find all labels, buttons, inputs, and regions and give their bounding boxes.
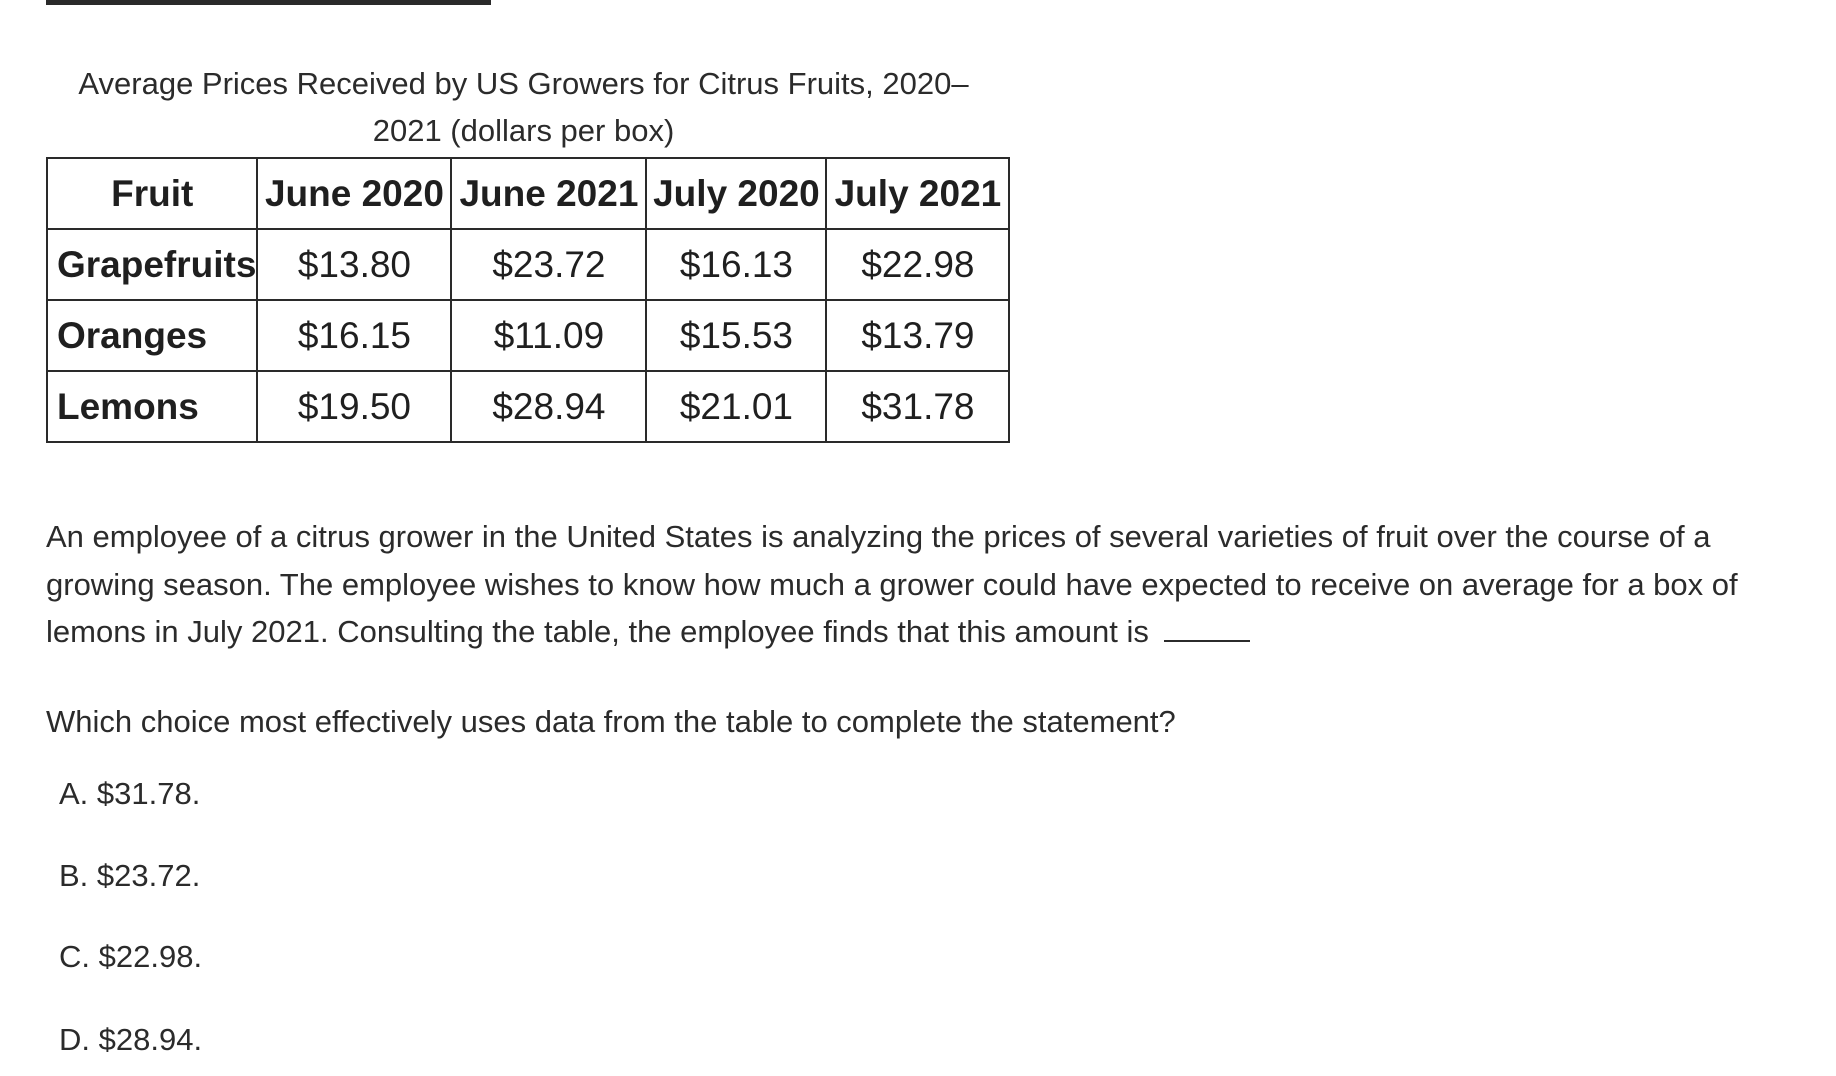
table-row: Grapefruits $13.80 $23.72 $16.13 $22.98 xyxy=(45,228,1011,301)
choice-letter: C. xyxy=(59,939,90,974)
column-header-july-2020: July 2020 xyxy=(645,157,828,230)
table-cell: $11.09 xyxy=(450,299,648,372)
answer-choice-b[interactable]: B. $23.72. xyxy=(59,854,200,898)
row-label-oranges: Oranges xyxy=(45,299,259,372)
table-caption: Average Prices Received by US Growers fo… xyxy=(46,60,1001,154)
table-cell: $15.53 xyxy=(645,299,828,372)
table-cell: $28.94 xyxy=(450,370,648,443)
top-divider xyxy=(46,0,491,5)
column-header-june-2021: June 2021 xyxy=(450,157,648,230)
table-row: Lemons $19.50 $28.94 $21.01 $31.78 xyxy=(45,370,1011,443)
table-header-row: Fruit June 2020 June 2021 July 2020 July… xyxy=(45,157,1011,230)
table-cell: $21.01 xyxy=(645,370,828,443)
answer-choice-c[interactable]: C. $22.98. xyxy=(59,935,202,979)
citrus-price-table: Fruit June 2020 June 2021 July 2020 July… xyxy=(45,157,1011,443)
choice-text: $28.94. xyxy=(98,1022,203,1057)
choice-text: $31.78. xyxy=(96,776,201,811)
row-label-grapefruits: Grapefruits xyxy=(45,228,259,301)
column-header-june-2020: June 2020 xyxy=(256,157,453,230)
row-label-lemons: Lemons xyxy=(45,370,259,443)
choice-letter: A. xyxy=(59,776,89,811)
table-cell: $16.13 xyxy=(645,228,828,301)
column-header-fruit: Fruit xyxy=(45,157,259,230)
table-cell: $13.80 xyxy=(256,228,453,301)
answer-blank xyxy=(1163,616,1250,642)
passage-body: An employee of a citrus grower in the Un… xyxy=(46,519,1738,649)
choice-text: $22.98. xyxy=(98,939,203,974)
answer-choice-d[interactable]: D. $28.94. xyxy=(59,1018,202,1062)
table-cell: $31.78 xyxy=(825,370,1011,443)
table-cell: $22.98 xyxy=(825,228,1011,301)
column-header-july-2021: July 2021 xyxy=(825,157,1011,230)
answer-choice-a[interactable]: A. $31.78. xyxy=(59,772,200,816)
table-row: Oranges $16.15 $11.09 $15.53 $13.79 xyxy=(45,299,1011,372)
table-cell: $13.79 xyxy=(825,299,1011,372)
table-cell: $23.72 xyxy=(450,228,648,301)
table-caption-line-2: 2021 (dollars per box) xyxy=(372,113,675,148)
table-cell: $19.50 xyxy=(256,370,453,443)
passage-text: An employee of a citrus grower in the Un… xyxy=(46,513,1806,656)
choice-text: $23.72. xyxy=(96,858,201,893)
table-caption-line-1: Average Prices Received by US Growers fo… xyxy=(78,66,969,101)
question-prompt: Which choice most effectively uses data … xyxy=(46,704,1176,739)
choice-letter: B. xyxy=(59,858,89,893)
choice-letter: D. xyxy=(59,1022,90,1057)
table-cell: $16.15 xyxy=(256,299,453,372)
